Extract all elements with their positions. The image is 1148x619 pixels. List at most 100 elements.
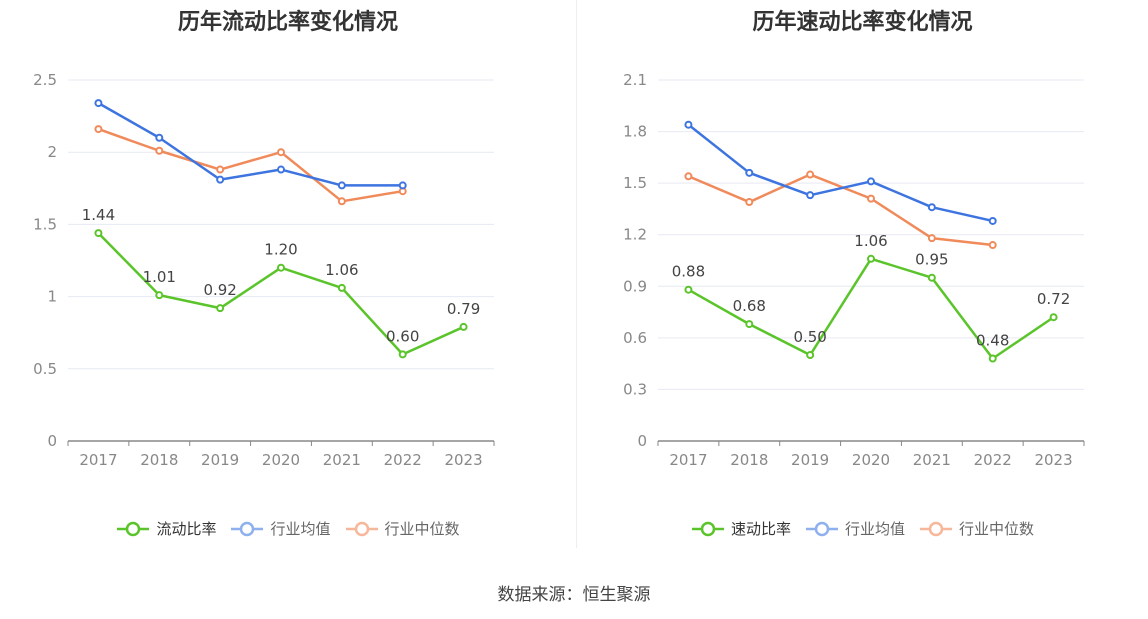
x-tick-label: 2020 <box>262 451 300 469</box>
quick-ratio-plot: 0 0.3 0.6 0.9 1.2 1.5 1.8 2.1 2017 2018 2019 2020 20… <box>623 71 1085 469</box>
y-tick-label: 2.1 <box>623 71 647 89</box>
data-label: 0.68 <box>733 297 766 315</box>
data-label: 0.95 <box>915 251 948 269</box>
data-point[interactable] <box>216 165 225 174</box>
y-tick-label: 1 <box>47 288 57 306</box>
legend-item[interactable]: 行业均值 <box>230 518 331 539</box>
x-tick-label: 2021 <box>913 451 951 469</box>
y-tick-label: 0.5 <box>33 360 57 378</box>
data-point[interactable] <box>94 229 103 238</box>
y-tick-label: 2 <box>47 143 57 161</box>
x-tick-label: 2023 <box>1034 451 1072 469</box>
series-line <box>98 127 403 203</box>
data-point[interactable] <box>459 322 468 331</box>
current-ratio-plot: 0 0.5 1 1.5 2 2.5 2017 2018 2019 2020 2021 2022 2023… <box>33 71 495 469</box>
legend-label: 行业均值 <box>844 520 905 538</box>
data-point[interactable] <box>94 125 103 134</box>
data-label: 1.06 <box>325 261 358 279</box>
x-tick-label: 2022 <box>384 451 422 469</box>
data-point[interactable] <box>806 351 815 360</box>
legend-item[interactable]: 行业均值 <box>805 518 905 539</box>
quick-ratio-chart: 历年速动比率变化情况 0 0.3 0.6 0.9 1.2 1.5 1.8 2.1 2017 201… <box>577 0 1148 560</box>
data-point[interactable] <box>216 304 225 313</box>
legend-label: 行业均值 <box>270 520 331 538</box>
data-source: 数据来源：恒生聚源 <box>497 585 651 605</box>
legend-label: 流动比率 <box>156 520 217 538</box>
y-tick-label: 0.6 <box>623 329 647 347</box>
data-label: 1.06 <box>854 232 887 250</box>
legend-marker-icon <box>345 521 378 536</box>
data-point[interactable] <box>337 181 346 190</box>
x-tick-label: 2018 <box>730 451 768 469</box>
data-point[interactable] <box>927 273 936 282</box>
data-point[interactable] <box>1049 313 1058 322</box>
data-label: 1.44 <box>82 206 115 224</box>
x-tick-label: 2022 <box>974 451 1012 469</box>
x-tick-label: 2019 <box>791 451 829 469</box>
data-point[interactable] <box>398 181 407 190</box>
legend-marker-icon <box>231 521 264 536</box>
data-point[interactable] <box>337 283 346 292</box>
data-point[interactable] <box>745 168 754 177</box>
x-tick-label: 2023 <box>444 451 482 469</box>
legend-label: 行业中位数 <box>384 520 460 538</box>
y-tick-label: 0.3 <box>623 380 647 398</box>
y-tick-label: 1.5 <box>623 174 647 192</box>
data-point[interactable] <box>155 291 164 300</box>
chart-title: 历年速动比率变化情况 <box>752 10 973 35</box>
x-tick-label: 2019 <box>201 451 239 469</box>
series-line <box>97 102 403 187</box>
series-line <box>687 123 993 223</box>
y-tick-label: 1.8 <box>623 123 647 141</box>
data-label: 0.50 <box>793 328 826 346</box>
legend-item[interactable]: 流动比率 <box>116 518 216 539</box>
data-point[interactable] <box>337 197 346 206</box>
data-label: 0.60 <box>386 327 419 345</box>
legend-marker-icon <box>691 521 724 536</box>
legend-item[interactable]: 速动比率 <box>691 518 791 539</box>
data-point[interactable] <box>806 191 815 200</box>
series-line <box>687 173 993 247</box>
legend-label: 速动比率 <box>730 520 791 538</box>
data-point[interactable] <box>806 170 815 179</box>
data-point[interactable] <box>867 254 875 263</box>
data-point[interactable] <box>988 216 997 225</box>
legend-item[interactable]: 行业中位数 <box>345 518 460 539</box>
data-point[interactable] <box>867 177 875 186</box>
chart-title: 历年流动比率变化情况 <box>177 10 398 35</box>
data-label: 0.88 <box>672 263 705 281</box>
data-point[interactable] <box>684 172 693 181</box>
data-point[interactable] <box>398 350 407 359</box>
legend: 流动比率 行业均值 行业中位数 <box>0 518 576 539</box>
data-point[interactable] <box>684 120 693 129</box>
data-point[interactable] <box>988 354 997 363</box>
data-point[interactable] <box>927 203 936 212</box>
data-point[interactable] <box>684 285 693 294</box>
data-point[interactable] <box>745 320 754 329</box>
y-tick-label: 1.2 <box>623 226 647 244</box>
legend-marker-icon <box>117 521 150 536</box>
data-point[interactable] <box>988 241 997 250</box>
current-ratio-chart: 历年流动比率变化情况 0 0.5 1 1.5 2 2.5 2017 2018 2019 2020 2… <box>0 0 576 560</box>
data-point[interactable] <box>927 234 936 243</box>
x-tick-label: 2018 <box>140 451 178 469</box>
data-point[interactable] <box>94 99 103 108</box>
data-label: 0.79 <box>447 300 480 318</box>
x-tick-label: 2017 <box>79 451 117 469</box>
legend-marker-icon <box>920 521 952 536</box>
legend-item[interactable]: 行业中位数 <box>919 518 1034 539</box>
data-point[interactable] <box>155 133 164 142</box>
y-tick-label: 0.9 <box>623 277 647 295</box>
data-point[interactable] <box>867 194 875 203</box>
data-point[interactable] <box>745 198 754 207</box>
legend-label: 行业中位数 <box>959 520 1035 538</box>
y-tick-label: 0 <box>47 432 57 450</box>
data-point[interactable] <box>216 175 225 184</box>
data-point[interactable] <box>155 146 164 155</box>
data-point[interactable] <box>277 263 285 272</box>
data-point[interactable] <box>277 148 285 157</box>
data-label: 0.92 <box>203 281 236 299</box>
x-tick-label: 2017 <box>669 451 707 469</box>
y-tick-label: 2.5 <box>33 71 57 89</box>
data-point[interactable] <box>277 165 285 174</box>
